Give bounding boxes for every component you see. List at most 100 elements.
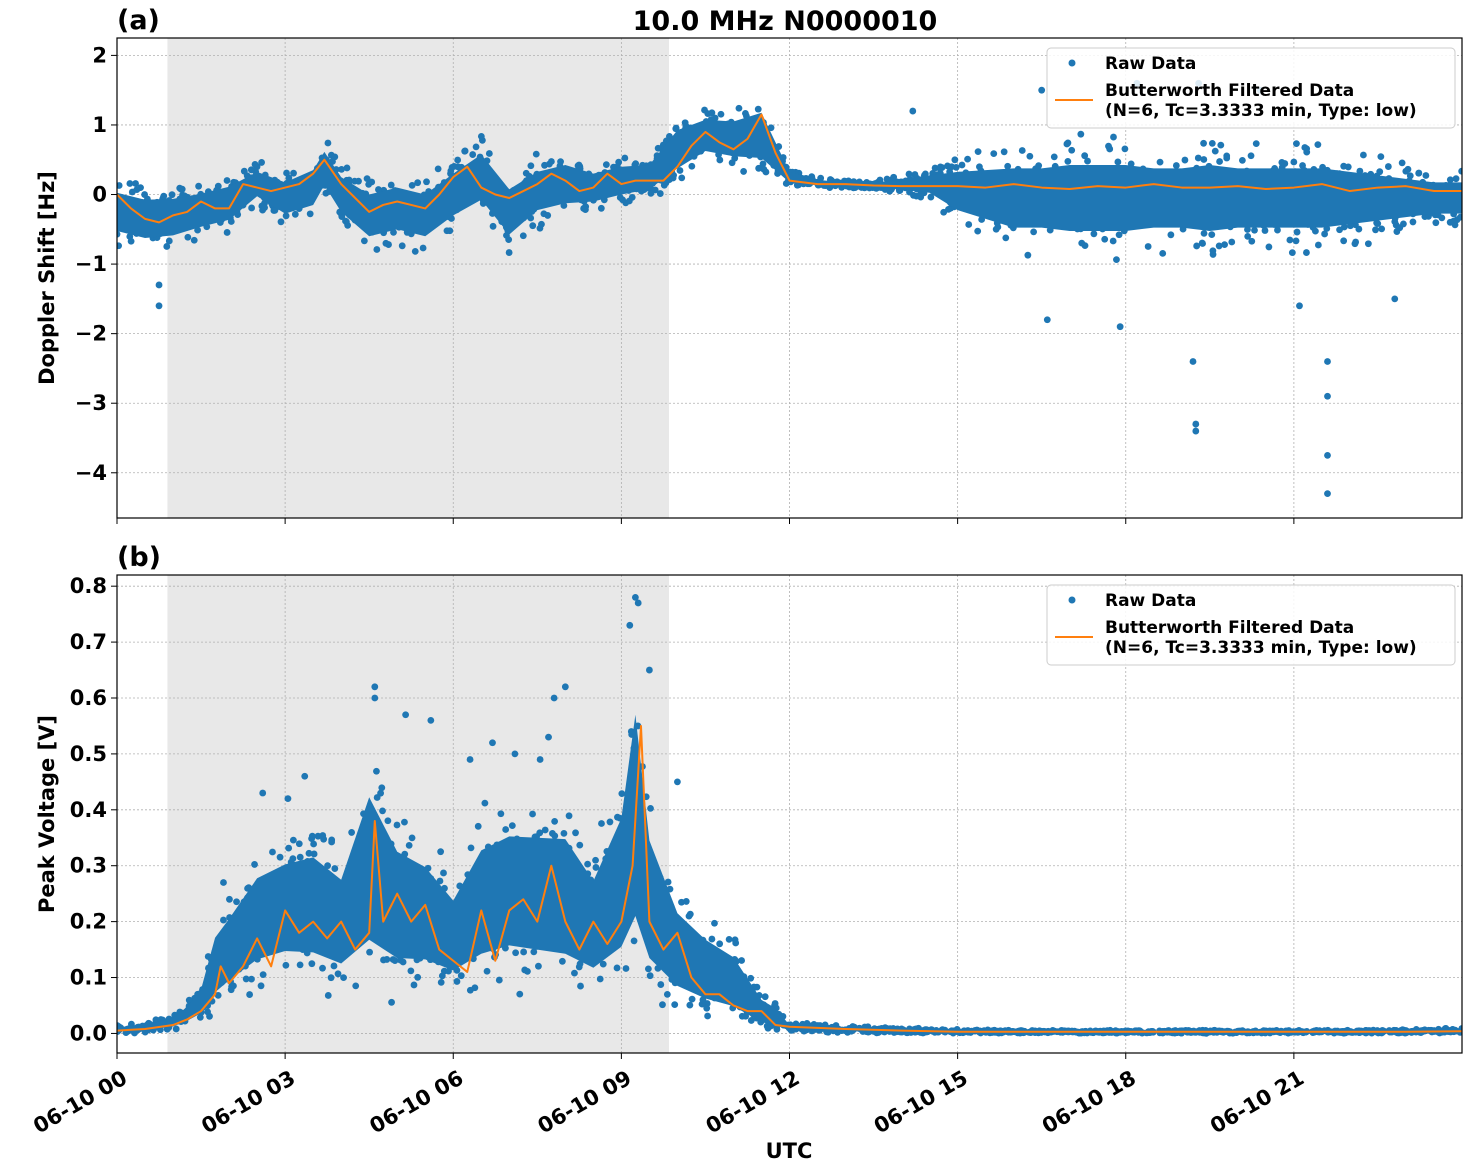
panel-label-a: (a)	[117, 5, 160, 36]
raw-point	[126, 233, 134, 240]
night-shade-b	[167, 575, 670, 1053]
raw-point	[1078, 239, 1086, 247]
raw-point	[1359, 151, 1367, 159]
filtered-line-b	[117, 724, 1462, 1033]
raw-point	[1377, 153, 1385, 161]
x-tick-label: 06-10 03	[197, 1066, 299, 1139]
x-ticks-a	[116, 518, 1295, 524]
raw-point	[731, 154, 739, 162]
raw-point	[1228, 238, 1236, 246]
raw-point	[762, 168, 770, 176]
raw-point	[483, 967, 491, 975]
raw-point	[457, 972, 465, 980]
raw-outlier-point	[561, 683, 569, 691]
raw-point	[438, 972, 446, 980]
legend-raw-label-b: Raw Data	[1105, 591, 1196, 611]
raw-point	[1247, 152, 1255, 160]
raw-point	[1288, 249, 1296, 257]
raw-point	[306, 210, 314, 218]
raw-point	[1156, 158, 1164, 166]
raw-point	[747, 974, 755, 982]
raw-point	[319, 832, 327, 839]
raw-point	[282, 961, 290, 969]
raw-point	[664, 878, 672, 886]
raw-outlier-point	[155, 302, 163, 310]
raw-point	[382, 239, 390, 247]
y-tick-label: 0.2	[70, 910, 107, 934]
y-axis-label-b: Peak Voltage [V]	[35, 715, 59, 913]
raw-point	[378, 784, 386, 792]
raw-point	[1286, 236, 1294, 244]
raw-point	[560, 829, 568, 837]
raw-outlier-point	[631, 593, 639, 601]
raw-point	[141, 191, 149, 198]
raw-point	[676, 167, 684, 174]
raw-point	[445, 967, 452, 975]
raw-point	[338, 165, 345, 173]
y-tick-label: 0.6	[70, 686, 107, 710]
raw-point	[1303, 145, 1311, 153]
raw-point	[352, 982, 360, 990]
y-tick-label: −4	[75, 461, 107, 485]
raw-point	[269, 848, 276, 856]
raw-point	[911, 171, 919, 178]
raw-point	[592, 856, 599, 864]
raw-point	[1432, 219, 1440, 227]
raw-point	[410, 981, 418, 989]
raw-point	[414, 179, 422, 187]
raw-point	[331, 153, 339, 161]
raw-point	[379, 807, 386, 815]
raw-point	[716, 156, 724, 164]
raw-point	[261, 204, 268, 211]
y-tick-label: 0.4	[70, 798, 107, 822]
y-tick-label: −1	[75, 252, 107, 276]
raw-outlier-point	[536, 756, 544, 763]
raw-point	[271, 206, 279, 214]
raw-point	[1121, 145, 1129, 153]
raw-point	[172, 1025, 180, 1033]
y-tick-label: 2	[92, 43, 107, 67]
y-ticks-b: 0.8 0.7 0.6 0.5 0.4 0.3 0.2 0.1 0.0	[70, 574, 117, 1045]
raw-point	[666, 176, 673, 184]
raw-point	[117, 182, 123, 189]
raw-point	[541, 826, 549, 834]
raw-point	[1209, 251, 1217, 258]
raw-point	[1364, 240, 1372, 248]
raw-point	[291, 210, 299, 218]
raw-point	[1200, 229, 1208, 237]
raw-point	[414, 973, 422, 981]
y-tick-label: 1	[92, 113, 107, 137]
raw-point	[682, 898, 690, 905]
raw-point	[423, 178, 430, 186]
raw-outlier-point	[674, 778, 681, 786]
raw-data-a	[117, 79, 1462, 498]
raw-point	[755, 164, 763, 172]
y-tick-label: −3	[75, 391, 107, 415]
raw-point	[251, 160, 259, 168]
raw-point	[327, 974, 335, 982]
raw-point	[1159, 249, 1167, 257]
raw-point	[117, 230, 121, 238]
raw-point	[282, 212, 290, 220]
raw-point	[495, 976, 503, 984]
raw-point	[436, 877, 444, 885]
raw-point	[247, 166, 255, 174]
raw-point	[558, 957, 566, 965]
raw-point	[598, 820, 605, 827]
raw-point	[615, 158, 623, 166]
raw-point	[1446, 176, 1454, 184]
raw-point	[1064, 139, 1072, 147]
raw-point	[295, 840, 303, 848]
night-shade-a	[167, 38, 670, 518]
raw-point	[1244, 232, 1252, 240]
raw-outlier-point	[1043, 316, 1051, 324]
raw-point	[671, 1001, 679, 1008]
raw-point	[1281, 160, 1289, 167]
raw-point	[194, 226, 201, 234]
raw-point	[285, 844, 293, 852]
raw-outlier-point	[645, 666, 653, 674]
raw-point	[538, 220, 545, 228]
raw-point	[1340, 223, 1348, 231]
raw-point	[1208, 139, 1216, 147]
x-tick-label: 06-10 00	[29, 1066, 131, 1139]
